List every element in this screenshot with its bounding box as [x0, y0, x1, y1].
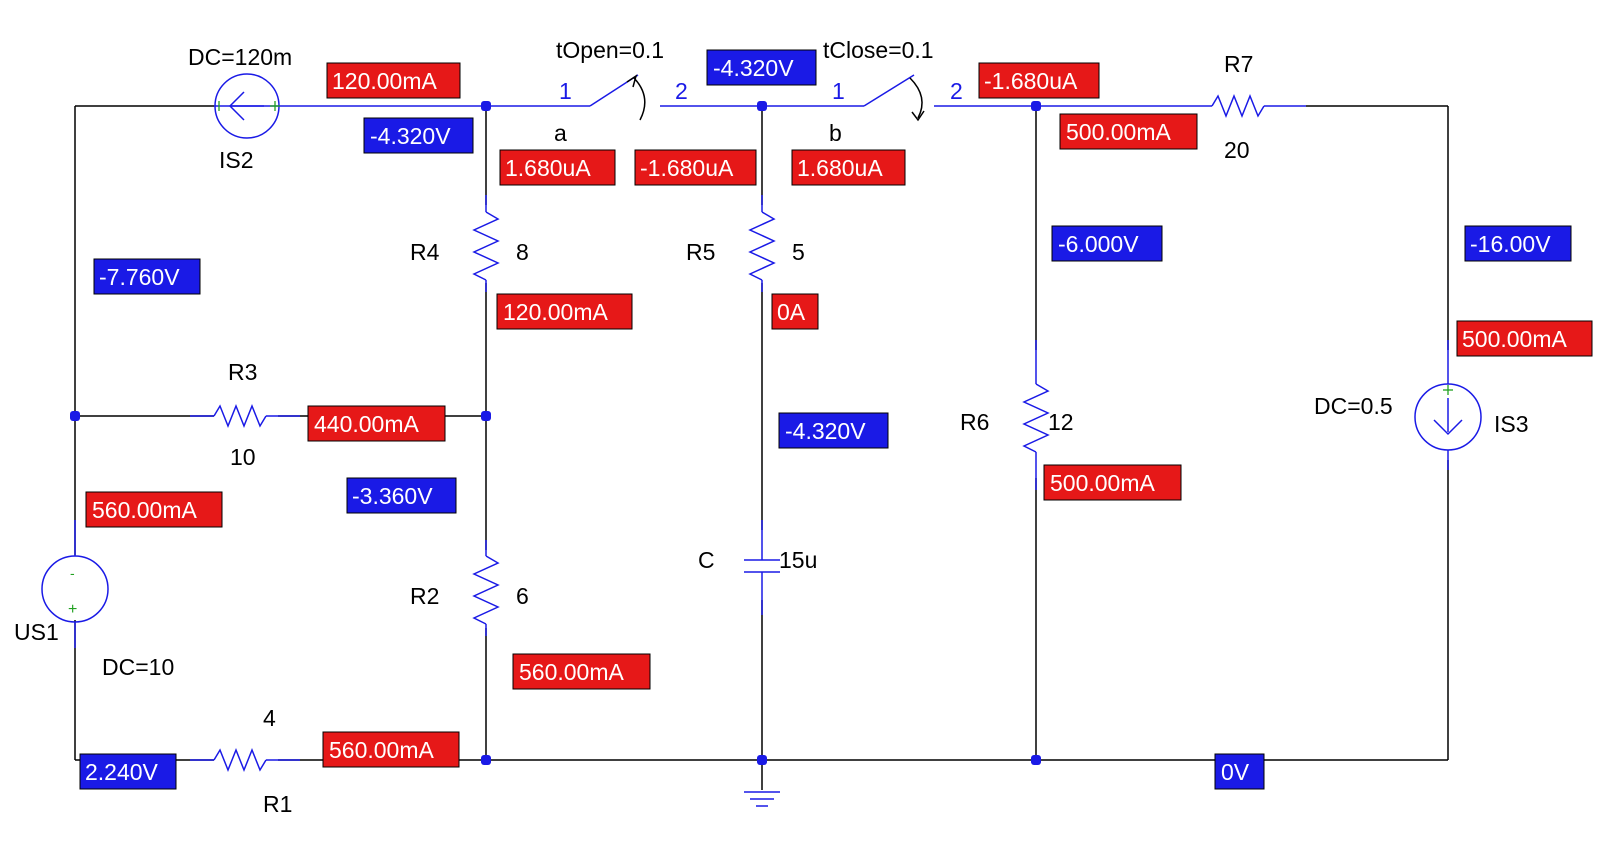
switch-b-name-label: b [829, 120, 842, 146]
svg-text:-6.000V: -6.000V [1058, 231, 1139, 257]
r2-name-label: R2 [410, 583, 439, 609]
r4-name-label: R4 [410, 239, 440, 265]
switch-a-value-label: tOpen=0.1 [556, 37, 664, 63]
voltage-tag: 0V [1214, 753, 1265, 790]
us1-value-label: DC=10 [102, 654, 174, 680]
resistor-r4-symbol [472, 195, 500, 292]
is3-value-label: DC=0.5 [1314, 393, 1393, 419]
switch-b-symbol [762, 74, 1036, 122]
svg-text:500.00mA: 500.00mA [1050, 470, 1156, 496]
r6-name-label: R6 [960, 409, 989, 435]
r5-value-label: 5 [792, 239, 805, 265]
voltage-tag: -7.760V [93, 258, 201, 295]
svg-text:2.240V: 2.240V [85, 759, 159, 785]
svg-text:-4.320V: -4.320V [713, 55, 794, 81]
current-source-is3-symbol [1414, 340, 1482, 470]
voltage-tag: 2.240V [79, 753, 177, 790]
r1-value-label: 4 [263, 705, 276, 731]
r6-value-label: 12 [1048, 409, 1074, 435]
svg-text:440.00mA: 440.00mA [314, 411, 420, 437]
resistor-r6-symbol [1022, 340, 1050, 490]
svg-text:120.00mA: 120.00mA [503, 299, 609, 325]
svg-text:0A: 0A [777, 299, 806, 325]
current-source-is2-symbol [214, 73, 486, 139]
svg-text:1.680uA: 1.680uA [797, 155, 883, 181]
switch-b-value-label: tClose=0.1 [823, 37, 934, 63]
current-tag: 1.680uA [791, 149, 906, 186]
svg-text:500.00mA: 500.00mA [1462, 326, 1568, 352]
r7-name-label: R7 [1224, 51, 1253, 77]
current-tag: 1.680uA [499, 149, 616, 186]
switch-b-pin2: 2 [950, 78, 963, 104]
is2-name-label: IS2 [219, 147, 254, 173]
voltage-tag: -4.320V [706, 49, 817, 86]
svg-text:-4.320V: -4.320V [370, 123, 451, 149]
current-tag: 500.00mA [1043, 464, 1182, 501]
current-tag: 500.00mA [1456, 320, 1593, 357]
svg-text:560.00mA: 560.00mA [92, 497, 198, 523]
switch-a-pin1: 1 [559, 78, 572, 104]
resistor-r3-symbol [190, 403, 300, 429]
current-tag: -1.680uA [978, 62, 1100, 99]
us1-name-label: US1 [14, 619, 59, 645]
switch-a-name-label: a [554, 120, 567, 146]
current-tag: 440.00mA [307, 405, 446, 442]
switch-a-pin2: 2 [675, 78, 688, 104]
capacitor-c-symbol [744, 520, 780, 615]
r4-value-label: 8 [516, 239, 529, 265]
current-tag: 120.00mA [326, 62, 461, 99]
svg-text:0V: 0V [1221, 759, 1250, 785]
r1-name-label: R1 [263, 791, 292, 817]
is2-value-label: DC=120m [188, 44, 292, 70]
voltage-tags: -4.320V -4.320V -7.760V -3.360V -4.320V … [79, 49, 1572, 790]
svg-text:-1.680uA: -1.680uA [984, 68, 1078, 94]
r3-name-label: R3 [228, 359, 257, 385]
capacitor-name-label: C [698, 547, 715, 573]
svg-text:560.00mA: 560.00mA [519, 659, 625, 685]
current-tag: 500.00mA [1059, 113, 1198, 150]
current-tag: 560.00mA [85, 491, 223, 528]
us1-plus-sign: + [68, 601, 77, 618]
r2-value-label: 6 [516, 583, 529, 609]
svg-text:-7.760V: -7.760V [99, 264, 180, 290]
us1-minus-sign: - [70, 565, 75, 581]
resistor-r1-symbol [190, 747, 300, 773]
current-tag: 560.00mA [322, 731, 460, 768]
junction-dots [70, 101, 1041, 765]
current-tag: 560.00mA [512, 653, 651, 690]
current-tags: 120.00mA 1.680uA -1.680uA 1.680uA -1.680… [85, 62, 1593, 768]
resistor-r5-symbol [748, 195, 776, 292]
voltage-tag: -4.320V [778, 412, 889, 449]
is3-name-label: IS3 [1494, 411, 1529, 437]
svg-text:560.00mA: 560.00mA [329, 737, 435, 763]
component-labels: DC=120m IS2 tOpen=0.1 1 2 a tClose=0.1 1… [14, 37, 1529, 817]
svg-text:-16.00V: -16.00V [1470, 231, 1551, 257]
voltage-tag: -16.00V [1464, 225, 1572, 262]
svg-text:-3.360V: -3.360V [352, 483, 433, 509]
voltage-tag: -6.000V [1051, 225, 1163, 262]
resistor-r2-symbol [472, 540, 500, 636]
switch-b-pin1: 1 [832, 78, 845, 104]
r5-name-label: R5 [686, 239, 715, 265]
capacitor-value-label: 15u [779, 547, 817, 573]
switch-a-symbol [486, 74, 762, 121]
svg-text:500.00mA: 500.00mA [1066, 119, 1172, 145]
resistor-r7-symbol [1036, 93, 1306, 119]
current-tag: 120.00mA [496, 293, 633, 330]
voltage-tag: -4.320V [363, 117, 474, 154]
current-tag: 0A [771, 293, 819, 330]
r3-value-label: 10 [230, 444, 256, 470]
svg-text:-4.320V: -4.320V [785, 418, 866, 444]
svg-text:1.680uA: 1.680uA [505, 155, 591, 181]
svg-text:-1.680uA: -1.680uA [640, 155, 734, 181]
voltage-tag: -3.360V [346, 477, 457, 514]
current-tag: -1.680uA [634, 149, 757, 186]
svg-text:120.00mA: 120.00mA [332, 68, 438, 94]
voltage-source-us1-symbol: - + [41, 520, 109, 648]
ground-symbol [744, 760, 780, 807]
r7-value-label: 20 [1224, 137, 1250, 163]
